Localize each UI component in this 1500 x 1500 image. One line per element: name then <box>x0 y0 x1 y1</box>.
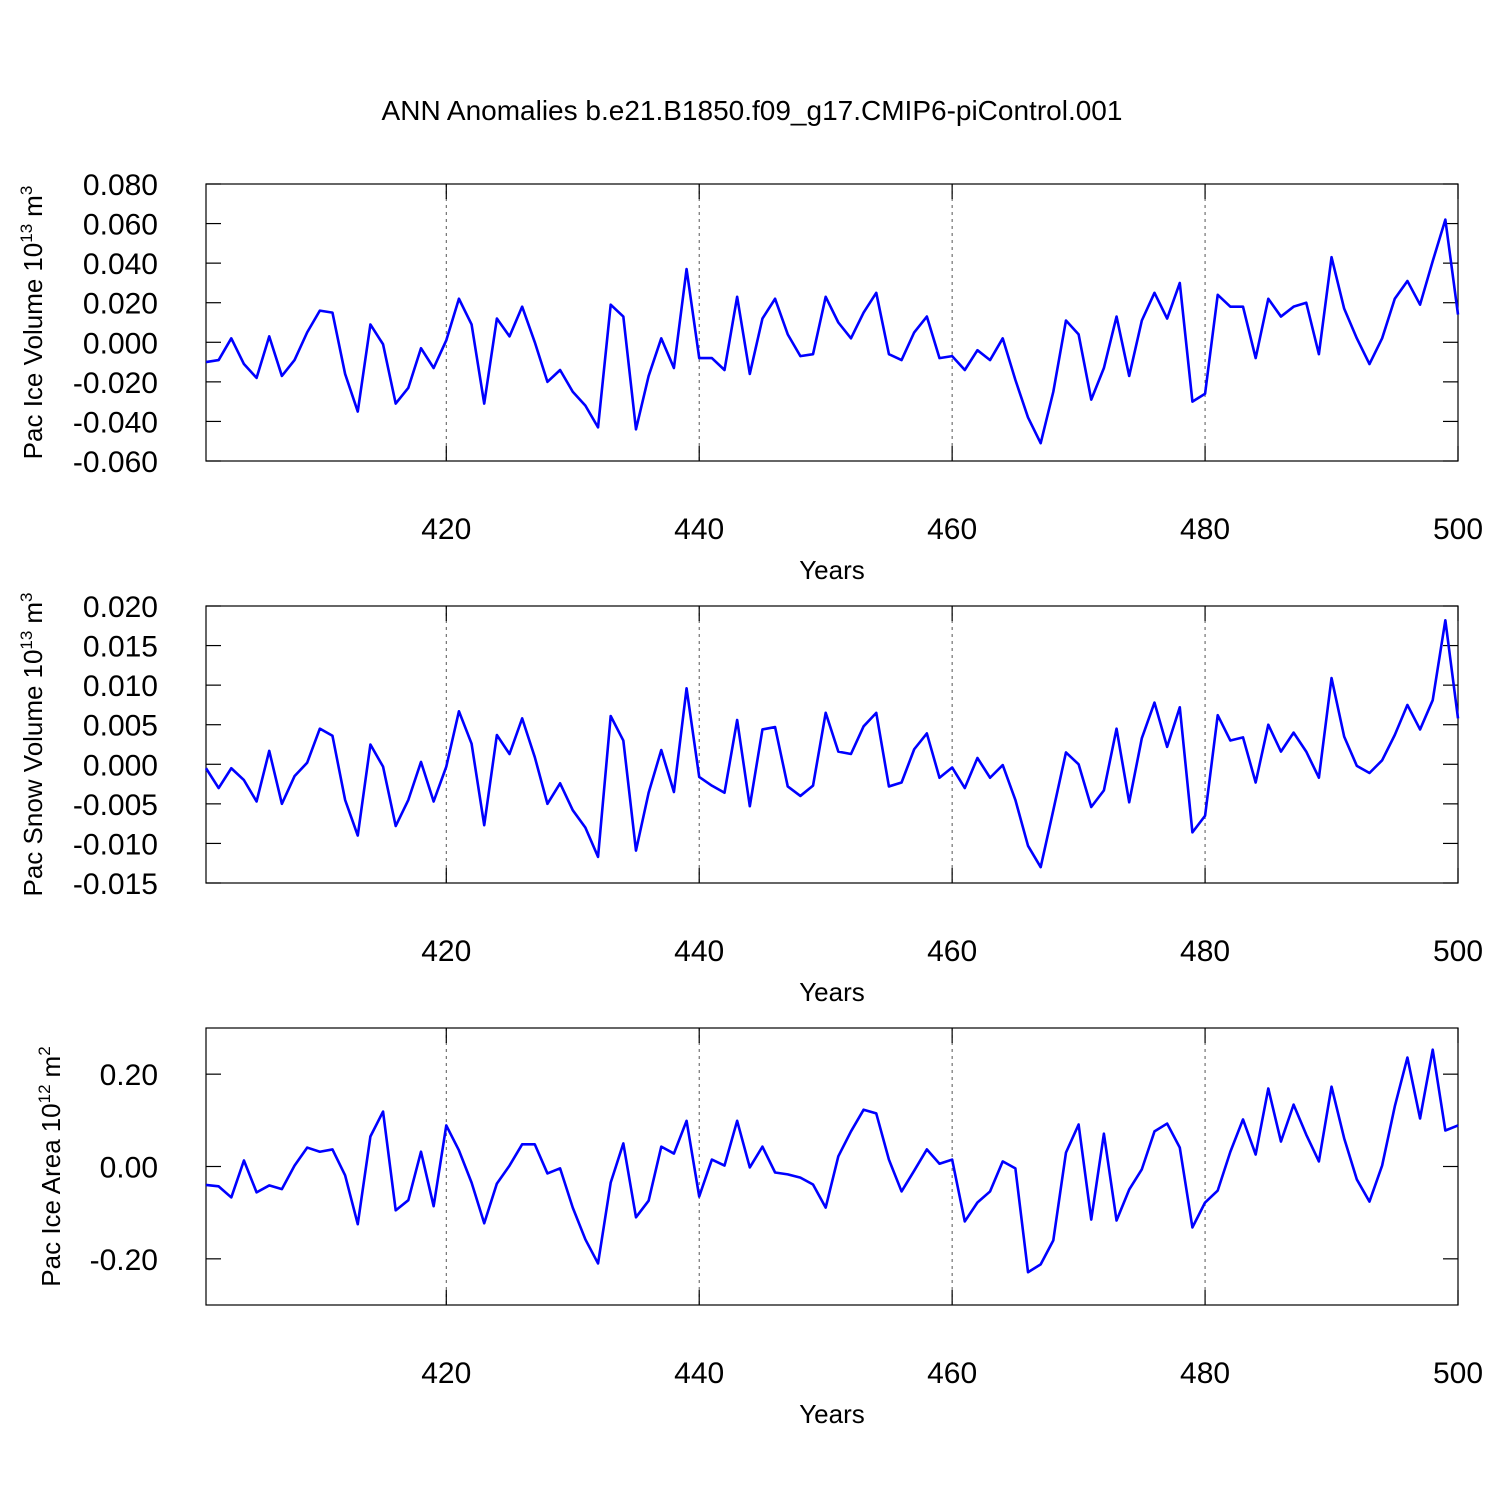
y-label-exponent: 13 <box>17 224 36 243</box>
y-tick-label: 0.000 <box>83 327 158 360</box>
x-axis-label: Years <box>799 1399 865 1429</box>
y-label-exponent: 12 <box>35 1084 54 1103</box>
y-tick-label: -0.010 <box>73 828 158 861</box>
y-tick-label: 0.015 <box>83 631 158 664</box>
y-tick-label: -0.060 <box>73 446 158 479</box>
y-label-unit-exponent: 3 <box>17 186 36 195</box>
chart-title: ANN Anomalies b.e21.B1850.f09_g17.CMIP6-… <box>382 95 1123 126</box>
y-tick-label: 0.20 <box>100 1059 158 1092</box>
y-tick-label: 0.00 <box>100 1152 158 1185</box>
x-tick-label: 500 <box>1433 1357 1483 1390</box>
y-label-text: Pac Ice Area <box>36 1139 66 1287</box>
x-tick-label: 460 <box>927 513 977 546</box>
y-label-unit-exponent: 3 <box>17 593 36 602</box>
x-tick-label: 440 <box>674 513 724 546</box>
y-tick-label: 0.020 <box>83 591 158 624</box>
x-tick-label: 480 <box>1180 935 1230 968</box>
x-axis-label: Years <box>799 977 865 1007</box>
y-tick-label: 0.010 <box>83 670 158 703</box>
y-tick-label: 0.080 <box>83 169 158 202</box>
x-tick-label: 440 <box>674 1357 724 1390</box>
x-tick-label: 500 <box>1433 935 1483 968</box>
x-axis-label: Years <box>799 555 865 585</box>
data-line <box>205 1048 1459 1274</box>
x-tick-label: 420 <box>421 513 471 546</box>
data-line <box>205 218 1460 445</box>
y-label-unit-exponent: 2 <box>35 1046 54 1055</box>
x-tick-label: 480 <box>1180 1357 1230 1390</box>
y-tick-label: -0.040 <box>73 406 158 439</box>
y-label-power: 10 <box>36 1103 66 1132</box>
y-tick-label: 0.040 <box>83 248 158 281</box>
y-label-unit: m <box>18 602 48 624</box>
y-label-unit: m <box>18 195 48 217</box>
data-line <box>204 618 1460 869</box>
y-label-text: Pac Ice Volume <box>18 279 48 460</box>
y-label-text: Pac Snow Volume <box>18 685 48 896</box>
y-tick-label: -0.005 <box>73 789 158 822</box>
y-tick-label: 0.020 <box>83 288 158 321</box>
y-axis-label: Pac Ice Area 1012 m2 <box>35 1046 66 1286</box>
x-tick-label: 500 <box>1433 513 1483 546</box>
x-tick-label: 460 <box>927 1357 977 1390</box>
plot-frame <box>205 183 1459 462</box>
y-label-unit: m <box>36 1056 66 1078</box>
x-tick-label: 480 <box>1180 513 1230 546</box>
x-tick-label: 420 <box>421 1357 471 1390</box>
y-tick-label: -0.015 <box>73 868 158 901</box>
y-tick-label: 0.060 <box>83 209 158 242</box>
y-axis-label: Pac Snow Volume 1013 m3 <box>17 593 48 897</box>
y-tick-label: 0.000 <box>83 749 158 782</box>
y-axis-label: Pac Ice Volume 1013 m3 <box>17 186 48 460</box>
plot-frame <box>205 605 1459 884</box>
x-tick-label: 440 <box>674 935 724 968</box>
y-tick-label: 0.005 <box>83 710 158 743</box>
x-tick-label: 420 <box>421 935 471 968</box>
x-tick-label: 460 <box>927 935 977 968</box>
y-tick-label: -0.020 <box>73 367 158 400</box>
y-label-power: 10 <box>18 650 48 679</box>
y-tick-label: -0.20 <box>90 1244 158 1277</box>
y-label-power: 10 <box>18 243 48 272</box>
plot-frame <box>205 1027 1459 1306</box>
y-label-exponent: 13 <box>17 631 36 650</box>
